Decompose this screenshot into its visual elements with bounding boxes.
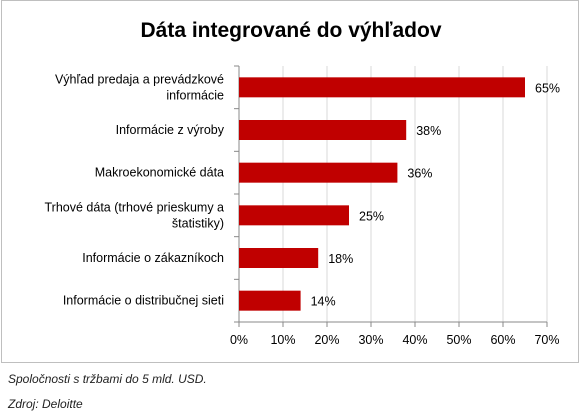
data-label: 25% <box>359 209 384 223</box>
x-tick-label: 20% <box>314 333 339 347</box>
category-label: Informácie z výroby <box>116 123 225 137</box>
category-label: Trhové dáta (trhové prieskumy a <box>45 200 225 214</box>
data-label: 36% <box>407 167 432 181</box>
data-label: 38% <box>416 124 441 138</box>
x-tick-label: 10% <box>270 333 295 347</box>
data-label: 14% <box>311 295 336 309</box>
x-tick-label: 30% <box>358 333 383 347</box>
bar <box>239 77 525 98</box>
source-note: Zdroj: Deloitte <box>8 397 83 411</box>
sample-note: Spoločnosti s tržbami do 5 mld. USD. <box>8 372 207 386</box>
x-tick-label: 50% <box>446 333 471 347</box>
data-label: 65% <box>535 81 560 95</box>
bar <box>239 248 319 268</box>
bar <box>239 120 407 140</box>
category-label: informácie <box>166 88 224 102</box>
x-tick-label: 60% <box>490 333 515 347</box>
category-label: Informácie o zákazníkoch <box>82 251 224 265</box>
bar-chart: Dáta integrované do výhľadov 0% 10% 20% 30% 4… <box>45 19 561 347</box>
x-tick-label: 70% <box>534 333 559 347</box>
category-label: štatistiky) <box>172 216 224 230</box>
bar <box>239 162 398 183</box>
category-label: Informácie o distribučnej sieti <box>63 294 224 308</box>
category-label: Makroekonomické dáta <box>95 166 224 180</box>
bar <box>239 205 349 226</box>
chart-title: Dáta integrované do výhľadov <box>141 19 442 42</box>
category-label: Výhľad predaja a prevádzkové <box>55 72 224 86</box>
x-tick-label: 0% <box>230 333 248 347</box>
data-label: 18% <box>328 252 353 266</box>
bar <box>239 290 301 311</box>
x-tick-label: 40% <box>402 333 427 347</box>
